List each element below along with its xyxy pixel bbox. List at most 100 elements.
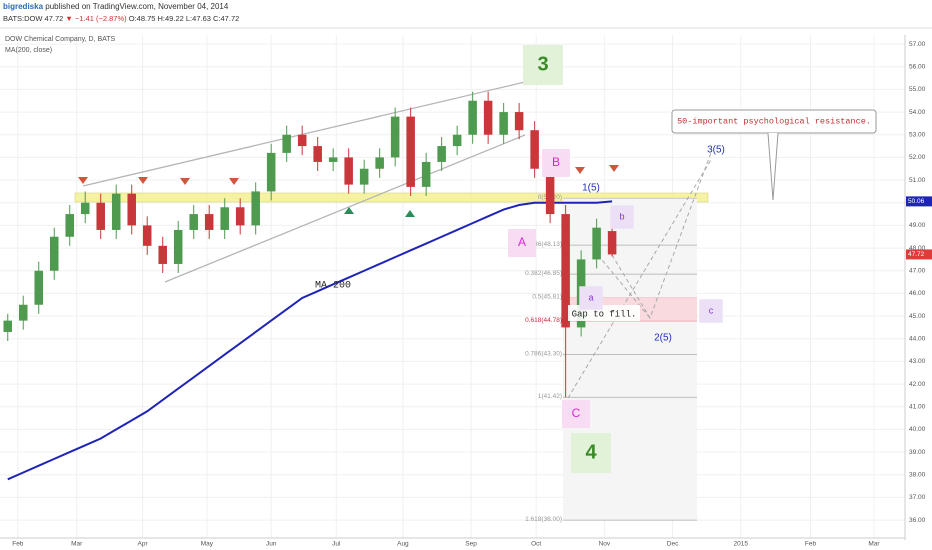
annotation: 3(5) [707, 145, 725, 156]
candle-body [514, 112, 524, 131]
candle-body [468, 100, 477, 135]
x-tick-label: Apr [138, 541, 149, 548]
annotation: 3 [537, 53, 548, 75]
annotation: Gap to fill. [572, 309, 637, 319]
y-tick-label: 56.00 [909, 63, 926, 70]
x-tick-label: Mar [71, 541, 83, 548]
x-tick-label: Feb [805, 541, 817, 548]
header: bigrediska published on TradingView.com,… [0, 2, 932, 54]
projections [567, 149, 713, 399]
candle-body [607, 231, 617, 255]
fib-label: 0.786(43.30) [525, 350, 562, 357]
candle-body [437, 146, 446, 162]
candle-body [158, 245, 167, 264]
symbol: BATS:DOW [3, 14, 43, 23]
candle-body [65, 214, 74, 237]
annotation-box [699, 299, 723, 323]
x-tick-label: 2015 [734, 541, 749, 548]
candle-body [49, 236, 59, 271]
annotations: 3 4 A B C 1(5) 2(5) 3(5) a b c MA 200 Gap to fill. 50… [315, 45, 877, 473]
fib-label: 0.5(45.81) [532, 293, 562, 300]
candle-body [173, 229, 183, 264]
candle-body [80, 202, 90, 215]
y-tick-label: 51.00 [909, 177, 926, 184]
open: O:48.75 [129, 14, 156, 23]
y-tick-label: 48.00 [909, 245, 926, 252]
fib-label: 1.618(36.00) [525, 516, 562, 523]
price-marker-label: 47.72 [908, 251, 925, 258]
price-marker-label: 50.06 [908, 198, 925, 205]
grid [0, 35, 905, 538]
y-tick-label: 41.00 [909, 403, 926, 410]
axes: 36.00 37.00 38.00 39.00 40.00 41.00 42.00 43.00… [12, 41, 932, 548]
price-marker [906, 249, 932, 260]
annotation: C [572, 406, 581, 420]
annotation-box [523, 45, 563, 85]
upper-trendline [82, 81, 526, 187]
last: 47.72 [45, 14, 64, 23]
x-tick-label: Dec [667, 541, 679, 548]
candle-body [204, 214, 214, 230]
candle-body [313, 146, 322, 162]
y-tick-label: 38.00 [909, 471, 926, 478]
y-tick-label: 42.00 [909, 381, 926, 388]
x-tick-label: Mar [868, 541, 880, 548]
candle-body [359, 168, 369, 185]
change: ▼ −1.41 (−2.87%) [65, 14, 127, 23]
candle-body [18, 304, 28, 321]
annotation-box [542, 149, 570, 177]
lower-trendline [164, 134, 526, 283]
annotation-box [571, 433, 611, 473]
candle-body [375, 157, 384, 169]
candle-body [282, 134, 291, 153]
y-tick-label: 46.00 [909, 290, 926, 297]
x-tick-label: Jul [332, 541, 341, 548]
candles [3, 91, 617, 481]
projection [611, 149, 713, 320]
annotation-box [508, 229, 536, 257]
candle-body [235, 207, 245, 226]
annotation-box [562, 400, 590, 428]
candle-body [34, 270, 44, 305]
x-tick-label: Aug [397, 541, 409, 548]
callout-pointer [767, 132, 779, 201]
chart-subtitle: MA(200, close) [5, 47, 52, 54]
annotation: 4 [585, 441, 597, 463]
resistance-band [74, 192, 709, 203]
candle-body [297, 134, 307, 147]
price-axis [905, 35, 932, 550]
annotation: b [619, 211, 624, 221]
y-tick-label: 43.00 [909, 358, 926, 365]
x-tick-label: Nov [599, 541, 611, 548]
candle-body [344, 157, 353, 185]
annotation: 2(5) [654, 333, 672, 344]
author: bigrediska [3, 2, 44, 11]
ma-line [7, 200, 613, 481]
annotation: B [552, 155, 560, 169]
candle-body [499, 112, 508, 135]
candle-body [142, 225, 152, 246]
svg-text:BATS:DOW 47.72 ▼ −1.41 (−2.87%: BATS:DOW 47.72 ▼ −1.41 (−2.87%) O:48.75 … [3, 14, 239, 23]
x-tick-label: Sep [465, 541, 477, 548]
y-tick-label: 54.00 [909, 109, 926, 116]
y-tick-label: 55.00 [909, 86, 926, 93]
candle-body [452, 134, 462, 147]
candle-body [483, 100, 493, 135]
candle-body [127, 193, 136, 226]
candle-body [406, 116, 415, 187]
arrow [344, 207, 415, 217]
y-tick-label: 47.00 [909, 267, 926, 274]
candle-body [421, 161, 431, 187]
annotation: MA 200 [315, 281, 351, 292]
y-tick-label: 37.00 [909, 494, 926, 501]
candle-body [96, 202, 105, 230]
y-tick-label: 36.00 [909, 517, 926, 524]
annotation: 50-important psychological resistance. [677, 116, 871, 126]
annotation-box [610, 205, 634, 229]
y-tick-label: 52.00 [909, 154, 926, 161]
x-tick-label: Jun [266, 541, 277, 548]
y-tick-label: 40.00 [909, 426, 926, 433]
candle-body [592, 227, 601, 260]
